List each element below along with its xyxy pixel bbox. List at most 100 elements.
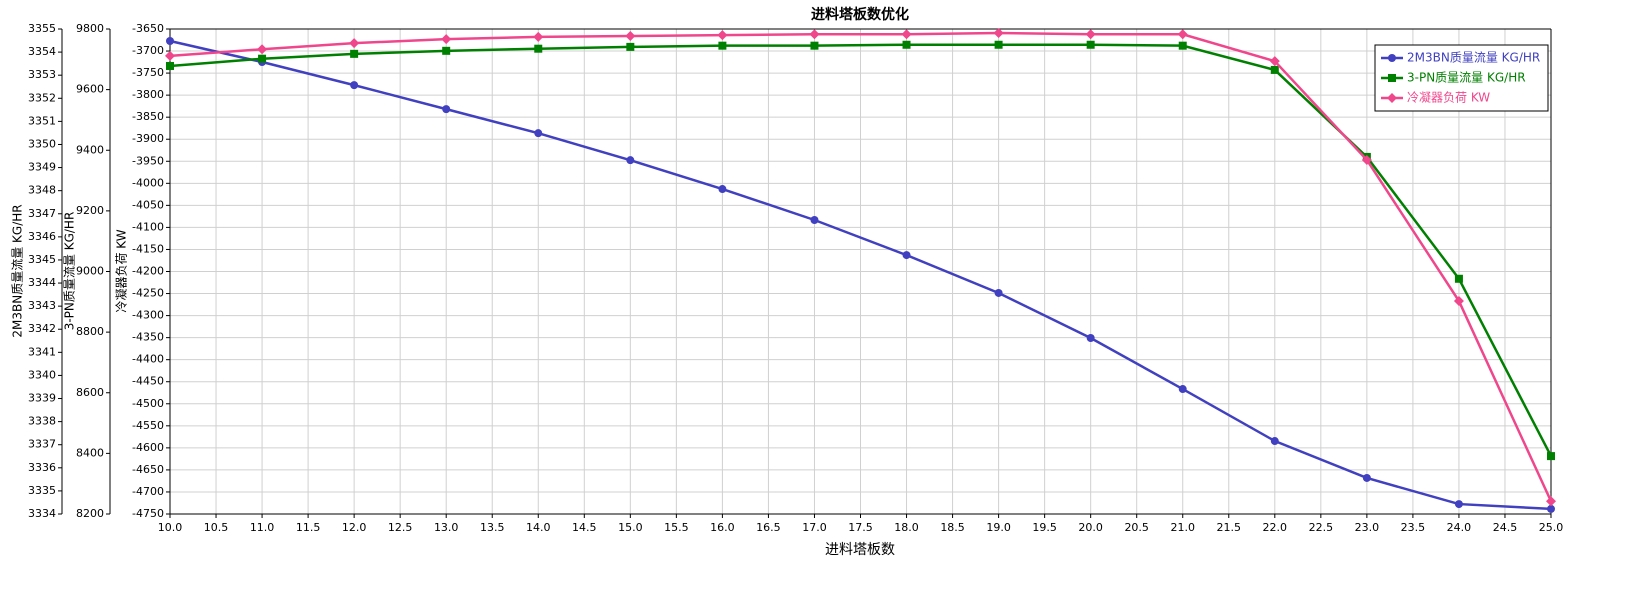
legend-label: 冷凝器负荷 KW	[1407, 90, 1490, 105]
y2-tick-label: 8600	[76, 386, 104, 399]
marker	[258, 54, 267, 63]
marker	[809, 29, 820, 40]
x-tick-label: 11.5	[296, 521, 321, 534]
y3-tick-label: -4750	[132, 507, 164, 520]
y3-tick-label: -4650	[132, 463, 164, 476]
y-tick-label: 3348	[28, 184, 56, 197]
marker	[626, 156, 635, 165]
marker	[534, 129, 543, 138]
marker	[1546, 496, 1556, 507]
marker	[441, 34, 452, 45]
y2-tick-label: 8400	[76, 446, 104, 459]
series	[166, 40, 1555, 461]
y3-tick-label: -4200	[132, 265, 164, 278]
marker	[1178, 385, 1187, 394]
marker	[717, 30, 728, 41]
x-tick-label: 14.0	[526, 521, 551, 534]
marker	[994, 288, 1003, 297]
marker	[1454, 274, 1463, 283]
marker	[810, 41, 819, 50]
y3-tick-label: -3700	[132, 44, 164, 57]
y3-tick-label: -3900	[132, 132, 164, 145]
marker	[1387, 93, 1397, 103]
y2-tick-label: 9400	[76, 143, 104, 156]
y3-tick-label: -4250	[132, 287, 164, 300]
marker	[1388, 74, 1396, 82]
marker	[442, 46, 451, 55]
y3-tick-label: -3800	[132, 88, 164, 101]
marker	[902, 251, 911, 260]
y3-tick-label: -4050	[132, 198, 164, 211]
y3-tick-label: -4400	[132, 353, 164, 366]
line	[169, 39, 1552, 511]
x-tick-label: 12.0	[342, 521, 367, 534]
x-tick-label: 19.5	[1032, 521, 1057, 534]
x-tick-label: 11.0	[250, 521, 275, 534]
marker	[1177, 29, 1188, 40]
y-tick-label: 3351	[28, 114, 56, 127]
y3-tick-label: -4150	[132, 242, 164, 255]
legend-label: 2M3BN质量流量 KG/HR	[1407, 51, 1540, 65]
y3-tick-label: -3950	[132, 154, 164, 167]
y3-tick-label: -4300	[132, 309, 164, 322]
marker	[350, 49, 359, 58]
y3-tick-label: -4350	[132, 331, 164, 344]
y-tick-label: 3341	[28, 345, 56, 358]
x-tick-label: 20.0	[1078, 521, 1103, 534]
y3-tick-label: -4700	[132, 485, 164, 498]
y-tick-label: 3353	[28, 68, 56, 81]
y-tick-label: 3343	[28, 299, 56, 312]
marker	[1388, 54, 1396, 62]
y2-tick-label: 9600	[76, 83, 104, 96]
x-tick-label: 20.5	[1124, 521, 1149, 534]
marker	[349, 38, 360, 49]
marker	[165, 50, 175, 61]
y-tick-label: 3340	[28, 368, 56, 381]
x-tick-label: 24.5	[1493, 521, 1518, 534]
x-tick-label: 23.5	[1401, 521, 1426, 534]
y-tick-label: 3334	[28, 507, 56, 520]
y-tick-label: 3350	[28, 137, 56, 150]
marker	[902, 40, 911, 49]
y3-tick-label: -4450	[132, 375, 164, 388]
x-tick-label: 25.0	[1539, 521, 1564, 534]
marker	[350, 81, 359, 90]
y-tick-label: 3338	[28, 415, 56, 428]
y3-tick-label: -3750	[132, 66, 164, 79]
y2-tick-label: 8800	[76, 325, 104, 338]
x-axis-title: 进料塔板数	[825, 542, 895, 558]
y3-axis-title: 冷凝器负荷 KW	[114, 229, 129, 312]
x-tick-label: 22.5	[1309, 521, 1334, 534]
y3-tick-label: -3850	[132, 110, 164, 123]
marker	[1362, 473, 1371, 482]
marker	[1086, 334, 1095, 343]
marker	[810, 215, 819, 224]
marker	[1270, 65, 1279, 74]
x-tick-label: 15.5	[664, 521, 689, 534]
x-tick-label: 21.5	[1217, 521, 1242, 534]
y3-tick-label: -4550	[132, 419, 164, 432]
x-tick-label: 16.5	[756, 521, 781, 534]
y3-tick-label: -3650	[132, 22, 164, 35]
x-tick-label: 13.0	[434, 521, 459, 534]
y-tick-label: 3352	[28, 91, 56, 104]
y-tick-label: 3336	[28, 461, 56, 474]
y-tick-label: 3345	[28, 253, 56, 266]
marker	[1269, 56, 1280, 67]
x-tick-label: 16.0	[710, 521, 735, 534]
marker	[626, 42, 635, 51]
series	[165, 27, 1556, 507]
x-tick-label: 10.5	[204, 521, 229, 534]
y2-tick-label: 9800	[76, 22, 104, 35]
marker	[534, 44, 543, 53]
x-tick-label: 10.0	[158, 521, 183, 534]
y-tick-label: 3346	[28, 230, 56, 243]
y3-tick-label: -4600	[132, 441, 164, 454]
x-tick-label: 17.0	[802, 521, 827, 534]
x-tick-label: 18.5	[940, 521, 965, 534]
y-tick-label: 3335	[28, 484, 56, 497]
x-tick-label: 19.0	[986, 521, 1011, 534]
y3-tick-label: -4000	[132, 176, 164, 189]
